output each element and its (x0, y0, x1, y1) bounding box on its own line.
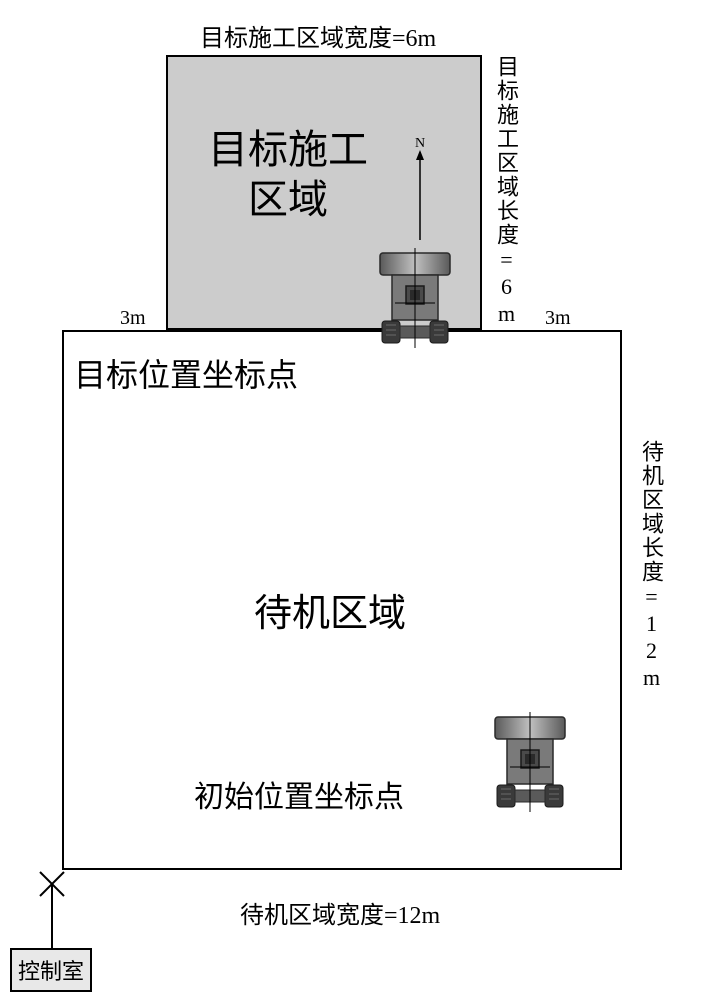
target-point-label: 目标位置坐标点 (74, 350, 298, 396)
control-room-box: 控制室 (10, 948, 92, 992)
standby-length-label: 待机区域长度=12m (635, 440, 667, 692)
vehicle-initial-icon (485, 712, 575, 812)
right-offset-label: 3m (545, 307, 571, 330)
control-room-label: 控制室 (18, 959, 84, 984)
diagram-container: 目标施工区域宽度=6m 目标施工 区域 目标施工区域长度=6m N 3m 3m … (0, 0, 715, 1000)
svg-text:N: N (415, 136, 425, 151)
compass-icon: N (410, 135, 430, 250)
construction-length-label: 目标施工区域长度=6m (490, 55, 522, 328)
antenna-icon (32, 870, 72, 955)
construction-title-line2: 区域 (248, 167, 328, 225)
initial-point-label: 初始位置坐标点 (194, 772, 404, 816)
construction-width-label: 目标施工区域宽度=6m (200, 18, 436, 53)
standby-width-label: 待机区域宽度=12m (240, 895, 440, 930)
vehicle-target-icon (370, 248, 460, 348)
standby-title-label: 待机区域 (254, 582, 406, 637)
left-offset-label: 3m (120, 307, 146, 330)
